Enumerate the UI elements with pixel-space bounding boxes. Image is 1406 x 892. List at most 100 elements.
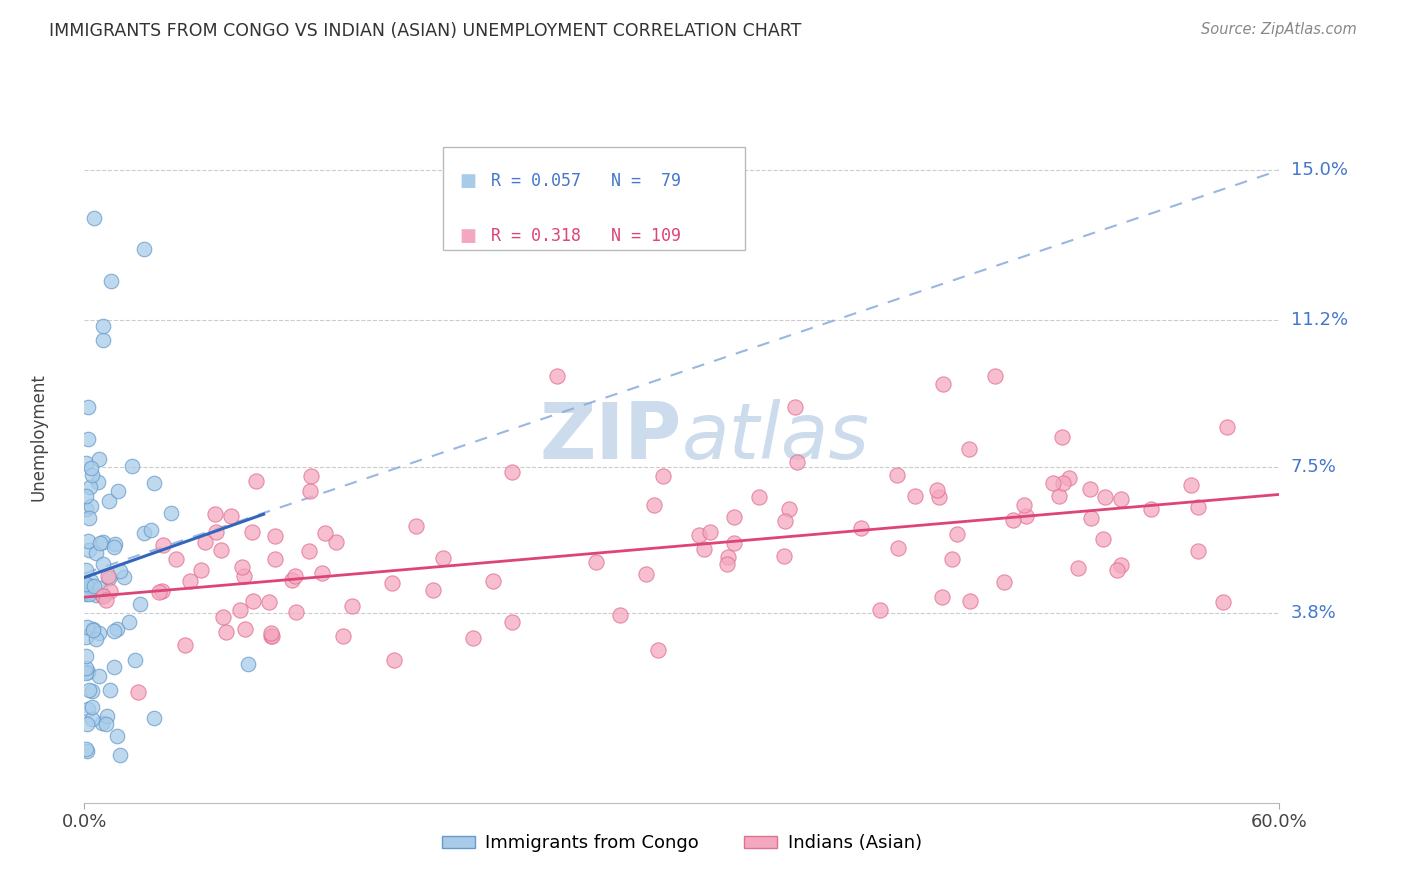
Point [89,536,111,550]
Point [984,368,1007,383]
Point [75,630,97,644]
Point [76,716,98,731]
Point [699,524,721,539]
Point [786,455,808,469]
Point [104,537,127,551]
Point [652,468,675,483]
Text: ■: ■ [460,172,477,190]
Point [134,242,156,256]
Point [91,715,114,730]
Point [298,483,321,498]
Point [75,660,97,674]
Point [422,583,444,598]
Point [772,549,794,564]
Point [91,589,114,603]
Point [643,498,665,512]
Point [1180,478,1202,492]
Point [1105,563,1128,577]
Point [1049,489,1071,503]
Point [432,550,454,565]
Point [285,605,308,619]
Point [1042,475,1064,490]
Point [546,369,568,384]
Point [96,709,118,723]
Point [941,551,963,566]
Point [501,466,523,480]
Point [97,568,120,582]
Point [1216,420,1239,434]
Point [886,468,908,483]
Text: R = 0.318   N = 109: R = 0.318 N = 109 [491,227,681,245]
Point [1212,595,1234,609]
Point [127,685,149,699]
Point [77,665,100,679]
Point [152,538,174,552]
Point [77,543,100,558]
Point [77,584,100,599]
Point [298,543,321,558]
Point [723,509,745,524]
Point [775,514,797,528]
Point [1014,509,1036,524]
Point [209,543,232,558]
Point [84,632,107,647]
Point [501,615,523,630]
Point [159,506,181,520]
Point [281,574,304,588]
Point [129,597,152,611]
Point [77,587,100,601]
Point [87,625,110,640]
Point [174,638,197,652]
Text: IMMIGRANTS FROM CONGO VS INDIAN (ASIAN) UNEMPLOYMENT CORRELATION CHART: IMMIGRANTS FROM CONGO VS INDIAN (ASIAN) … [49,22,801,40]
Point [103,541,125,555]
Point [91,590,114,604]
Text: ZIP: ZIP [540,399,682,475]
Point [233,622,256,636]
Text: R = 0.057   N =  79: R = 0.057 N = 79 [491,172,681,190]
Point [779,502,801,516]
Point [105,622,128,636]
Point [332,629,354,643]
Point [142,476,165,491]
Point [461,632,484,646]
Point [1140,502,1163,516]
Point [205,524,228,539]
Point [993,574,1015,589]
Point [925,483,948,497]
Point [82,467,104,482]
Point [717,549,740,564]
Text: 3.8%: 3.8% [1291,604,1336,622]
Point [82,623,104,637]
Point [77,510,100,524]
Point [928,490,950,504]
Point [80,684,103,698]
Point [311,566,333,581]
Point [236,657,259,672]
Point [190,563,212,577]
Point [647,642,669,657]
Point [91,558,114,572]
Point [118,615,141,629]
Point [77,702,100,716]
Point [75,563,97,577]
Point [1050,430,1073,444]
Point [1012,498,1035,512]
Point [83,579,105,593]
Point [229,603,252,617]
Text: 15.0%: 15.0% [1291,161,1347,179]
Point [1092,532,1115,546]
Point [75,489,97,503]
Text: 7.5%: 7.5% [1291,458,1337,475]
Point [77,533,100,548]
Point [1066,561,1088,575]
Point [785,401,807,415]
Point [76,620,98,634]
Point [83,211,105,225]
Point [299,468,322,483]
Point [97,571,120,585]
Point [77,683,100,698]
Point [904,489,927,503]
Point [693,541,716,556]
Point [264,529,287,543]
Point [76,432,98,446]
